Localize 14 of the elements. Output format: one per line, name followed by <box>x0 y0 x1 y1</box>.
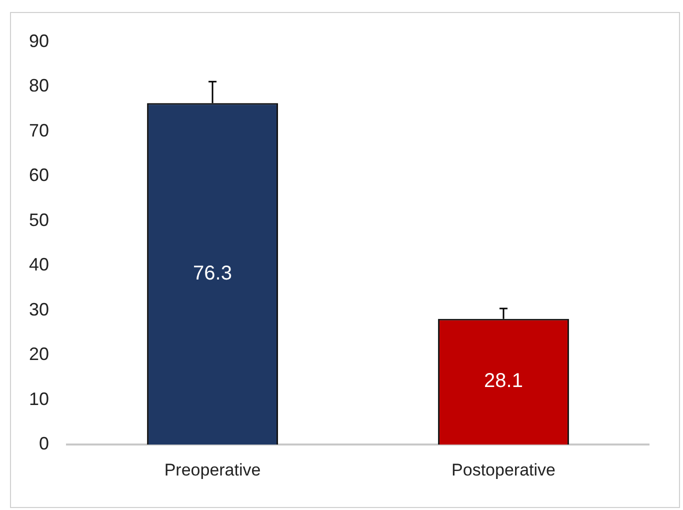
y-tick-label: 0 <box>39 434 50 454</box>
y-tick-label: 30 <box>28 299 50 320</box>
y-tick-label: 60 <box>28 165 50 186</box>
y-tick-label: 90 <box>28 30 50 51</box>
y-tick-label: 80 <box>28 76 50 96</box>
data-label: 28.1 <box>484 370 523 392</box>
y-tick-label: 20 <box>28 344 50 364</box>
x-tick-label: Postoperative <box>452 460 556 480</box>
y-tick-label: 70 <box>28 120 50 140</box>
y-tick-label: 10 <box>28 388 50 409</box>
x-tick-label: Preoperative <box>164 460 261 480</box>
y-tick-label: 50 <box>28 210 50 230</box>
data-label: 76.3 <box>193 262 232 284</box>
y-tick-label: 40 <box>28 254 50 275</box>
